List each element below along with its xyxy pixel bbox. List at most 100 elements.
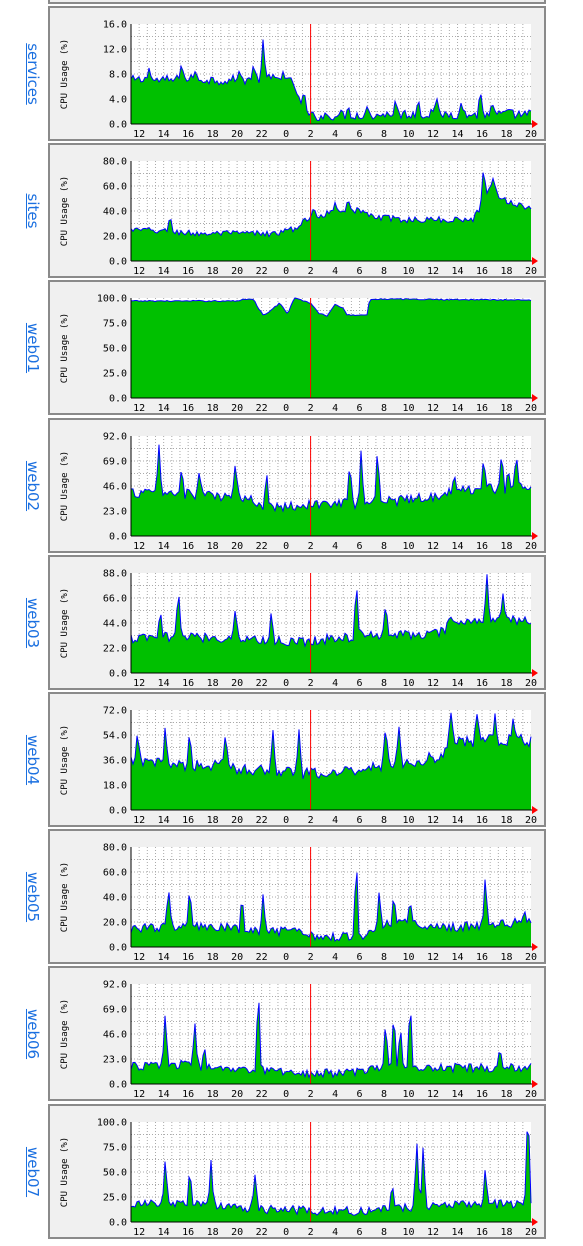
host-link-web07[interactable]: web07 xyxy=(24,1146,42,1197)
cpu-graph-panel[interactable]: 0.0 23.0 46.0 69.0 92.0 12 14 16 18 20 22 0 2 4 6 8 10 12… xyxy=(48,417,546,553)
host-link-web02[interactable]: web02 xyxy=(24,460,42,511)
x-tick-label: 20 xyxy=(231,403,243,413)
x-tick-label: 6 xyxy=(357,678,363,688)
cpu-graph-panel[interactable]: 0.0 25.0 50.0 75.0 100.0 12 14 16 18 20 22 0 2 4 6 8 10 1… xyxy=(48,280,546,416)
x-tick-label: 16 xyxy=(182,1227,194,1237)
cpu-graph-panel[interactable]: 0.0 18.0 36.0 54.0 72.0 12 14 16 18 20 22 0 2 4 6 8 10 12… xyxy=(48,692,546,827)
x-tick-label: 14 xyxy=(452,678,464,688)
x-tick-label: 10 xyxy=(403,541,415,551)
x-tick-label: 2 xyxy=(308,1227,314,1237)
cpu-graph-web05: 0.0 20.0 40.0 60.0 80.0 12 14 16 18 20 22 0 2 4 6 8 10 12… xyxy=(60,843,538,962)
x-tick-label: 18 xyxy=(500,1089,512,1099)
y-tick-label: 66.0 xyxy=(103,593,127,604)
x-tick-label: 14 xyxy=(452,952,464,962)
y-tick-label: 92.0 xyxy=(103,431,127,442)
x-tick-label: 8 xyxy=(381,1227,387,1237)
y-axis-label: CPU Usage (%) xyxy=(60,39,70,109)
cpu-area xyxy=(131,712,531,810)
x-tick-label: 8 xyxy=(381,952,387,962)
x-tick-label: 6 xyxy=(357,541,363,551)
y-tick-label: 25.0 xyxy=(103,369,127,380)
x-tick-label: 0 xyxy=(283,266,289,276)
x-tick-label: 20 xyxy=(525,1089,537,1099)
x-tick-label: 12 xyxy=(427,1227,439,1237)
x-tick-label: 6 xyxy=(357,266,363,276)
x-tick-label: 18 xyxy=(207,678,219,688)
x-tick-label: 14 xyxy=(452,129,464,139)
cpu-area xyxy=(131,574,531,673)
x-tick-label: 18 xyxy=(207,815,219,825)
y-tick-label: 20.0 xyxy=(103,232,127,243)
y-tick-label: 0.0 xyxy=(109,394,127,405)
x-tick-label: 18 xyxy=(500,266,512,276)
host-link-sites[interactable]: sites xyxy=(24,193,42,229)
cpu-graph-web06: 0.0 23.0 46.0 69.0 92.0 12 14 16 18 20 22 0 2 4 6 8 10 12… xyxy=(60,980,538,1099)
y-tick-label: 46.0 xyxy=(103,1030,127,1041)
x-tick-label: 12 xyxy=(133,952,145,962)
host-link-services[interactable]: services xyxy=(24,43,42,105)
x-tick-label: 4 xyxy=(332,1089,338,1099)
y-axis-label: CPU Usage (%) xyxy=(60,862,70,932)
graph-row-sites: sites 0.0 20.0 40.0 60.0 80.0 12 14 16 18 20 22 0 2 4 6… xyxy=(0,143,583,280)
graph-row-web03: web03 0.0 22.0 44.0 66.0 88.0 12 14 16 18 20 22 0 2 4 6… xyxy=(0,554,583,692)
y-tick-label: 20.0 xyxy=(103,918,127,929)
y-tick-label: 18.0 xyxy=(103,781,127,792)
x-axis-arrow xyxy=(532,531,538,540)
x-tick-label: 0 xyxy=(283,403,289,413)
x-tick-label: 16 xyxy=(476,403,488,413)
host-link-web03[interactable]: web03 xyxy=(24,597,42,648)
x-tick-label: 16 xyxy=(476,541,488,551)
x-tick-label: 0 xyxy=(283,678,289,688)
x-tick-label: 4 xyxy=(332,815,338,825)
graph-row-web06: web06 0.0 23.0 46.0 69.0 92.0 12 14 16 18 20 22 0 2 4 6… xyxy=(0,966,583,1103)
x-tick-label: 20 xyxy=(525,403,537,413)
cpu-graph-panel[interactable]: 0.0 20.0 40.0 60.0 80.0 12 14 16 18 20 22 0 2 4 6 8 10 12… xyxy=(48,143,546,279)
x-tick-label: 20 xyxy=(231,815,243,825)
cpu-graph-web04: 0.0 18.0 36.0 54.0 72.0 12 14 16 18 20 22 0 2 4 6 8 10 12… xyxy=(60,706,538,825)
cpu-graph-panel[interactable]: 0.0 25.0 50.0 75.0 100.0 12 14 16 18 20 22 0 2 4 6 8 10 1… xyxy=(48,1103,546,1239)
x-tick-label: 6 xyxy=(357,815,363,825)
x-tick-label: 20 xyxy=(525,1227,537,1237)
y-tick-label: 25.0 xyxy=(103,1192,127,1203)
y-tick-label: 16.0 xyxy=(103,20,127,31)
x-tick-label: 10 xyxy=(403,678,415,688)
host-link-web04[interactable]: web04 xyxy=(24,734,42,786)
x-axis-arrow xyxy=(532,1080,538,1089)
y-tick-label: 100.0 xyxy=(97,294,127,305)
x-tick-label: 2 xyxy=(308,403,314,413)
x-tick-label: 16 xyxy=(182,129,194,139)
cpu-graph-panel[interactable]: 0.0 4.0 8.0 12.0 16.0 12 14 16 18 20 22 0 2 4 6 8 10 12 14… xyxy=(48,6,546,141)
host-link-web06[interactable]: web06 xyxy=(24,1009,42,1060)
y-tick-label: 60.0 xyxy=(103,868,127,879)
y-tick-label: 8.0 xyxy=(109,70,127,81)
x-tick-label: 14 xyxy=(158,541,170,551)
y-tick-label: 54.0 xyxy=(103,731,127,742)
x-tick-label: 4 xyxy=(332,403,338,413)
x-tick-label: 20 xyxy=(525,541,537,551)
cpu-graph-panel[interactable]: 0.0 23.0 46.0 69.0 92.0 12 14 16 18 20 22 0 2 4 6 8 10 12… xyxy=(48,966,546,1102)
graph-row-web01: web01 0.0 25.0 50.0 75.0 100.0 12 14 16 18 20 22 0 2 4… xyxy=(0,280,583,417)
y-tick-label: 69.0 xyxy=(103,1005,127,1016)
x-tick-label: 6 xyxy=(357,129,363,139)
cpu-graph-web02: 0.0 23.0 46.0 69.0 92.0 12 14 16 18 20 22 0 2 4 6 8 10 12… xyxy=(60,431,538,551)
x-tick-label: 16 xyxy=(182,403,194,413)
x-tick-label: 4 xyxy=(332,266,338,276)
y-tick-label: 0.0 xyxy=(109,943,127,954)
cpu-graph-panel[interactable]: 0.0 22.0 44.0 66.0 88.0 12 14 16 18 20 22 0 2 4 6 8 10 12… xyxy=(48,554,546,690)
x-tick-label: 14 xyxy=(452,815,464,825)
x-axis-arrow xyxy=(532,394,538,403)
x-tick-label: 8 xyxy=(381,678,387,688)
x-tick-label: 14 xyxy=(452,541,464,551)
x-tick-label: 14 xyxy=(158,1089,170,1099)
host-link-web05[interactable]: web05 xyxy=(24,872,42,923)
cpu-area xyxy=(131,298,531,399)
cpu-graph-panel[interactable]: 0.0 20.0 40.0 60.0 80.0 12 14 16 18 20 22 0 2 4 6 8 10 12… xyxy=(48,829,546,965)
cpu-area xyxy=(131,1131,531,1222)
cpu-graph-web01: 0.0 25.0 50.0 75.0 100.0 12 14 16 18 20 22 0 2 4 6 8 10 1… xyxy=(60,294,538,413)
x-tick-label: 12 xyxy=(133,1227,145,1237)
x-tick-label: 8 xyxy=(381,129,387,139)
host-link-web01[interactable]: web01 xyxy=(24,323,42,374)
x-tick-label: 14 xyxy=(452,1227,464,1237)
x-tick-label: 14 xyxy=(158,815,170,825)
y-tick-label: 0.0 xyxy=(109,531,127,542)
